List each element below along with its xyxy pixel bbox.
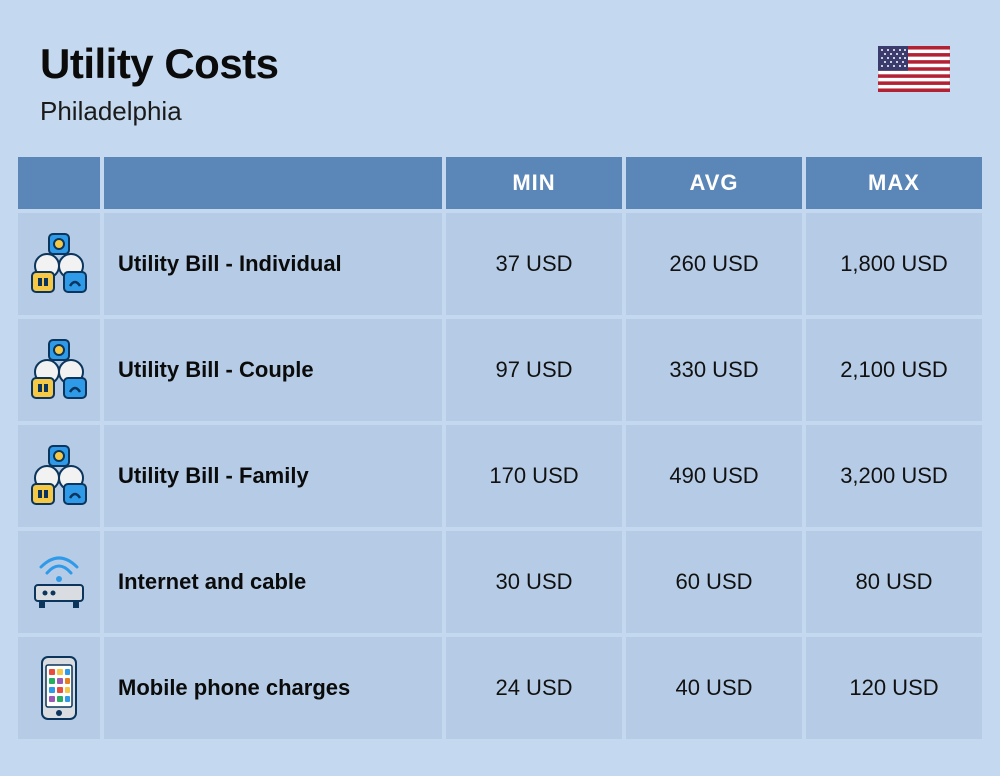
table-row: Mobile phone charges 24 USD 40 USD 120 U… (18, 637, 982, 739)
row-max-cell: 80 USD (806, 531, 982, 633)
row-min: 30 USD (495, 569, 572, 595)
row-icon-cell (18, 637, 100, 739)
row-avg: 490 USD (669, 463, 758, 489)
row-min-cell: 24 USD (446, 637, 622, 739)
row-icon-cell (18, 425, 100, 527)
row-avg-cell: 260 USD (626, 213, 802, 315)
row-avg: 60 USD (675, 569, 752, 595)
table-row: Utility Bill - Family 170 USD 490 USD 3,… (18, 425, 982, 527)
row-avg: 330 USD (669, 357, 758, 383)
row-avg-cell: 490 USD (626, 425, 802, 527)
row-icon-cell (18, 319, 100, 421)
row-label-cell: Utility Bill - Family (104, 425, 442, 527)
header: Utility Costs Philadelphia (0, 0, 1000, 157)
page-subtitle: Philadelphia (40, 96, 279, 127)
row-avg-cell: 60 USD (626, 531, 802, 633)
utility-icon (18, 319, 100, 421)
row-min: 37 USD (495, 251, 572, 277)
row-avg: 40 USD (675, 675, 752, 701)
row-label: Utility Bill - Individual (104, 251, 342, 277)
row-min: 97 USD (495, 357, 572, 383)
row-label-cell: Utility Bill - Couple (104, 319, 442, 421)
col-header-avg: AVG (626, 157, 802, 209)
utility-icon (18, 425, 100, 527)
col-header-min: MIN (446, 157, 622, 209)
router-icon (18, 531, 100, 633)
table-row: Utility Bill - Couple 97 USD 330 USD 2,1… (18, 319, 982, 421)
row-icon-cell (18, 531, 100, 633)
row-label-cell: Internet and cable (104, 531, 442, 633)
row-max-cell: 1,800 USD (806, 213, 982, 315)
utility-icon (18, 213, 100, 315)
header-blank-label (104, 157, 442, 209)
us-flag-icon (878, 46, 950, 97)
row-max-cell: 3,200 USD (806, 425, 982, 527)
row-label: Mobile phone charges (104, 675, 350, 701)
header-left: Utility Costs Philadelphia (40, 40, 279, 127)
row-max-cell: 2,100 USD (806, 319, 982, 421)
row-max: 3,200 USD (840, 463, 948, 489)
row-min: 170 USD (489, 463, 578, 489)
row-min-cell: 97 USD (446, 319, 622, 421)
row-max-cell: 120 USD (806, 637, 982, 739)
row-label: Internet and cable (104, 569, 306, 595)
row-min: 24 USD (495, 675, 572, 701)
page-title: Utility Costs (40, 40, 279, 88)
row-min-cell: 37 USD (446, 213, 622, 315)
row-avg-cell: 330 USD (626, 319, 802, 421)
row-max: 120 USD (849, 675, 938, 701)
row-label-cell: Mobile phone charges (104, 637, 442, 739)
header-blank-icon (18, 157, 100, 209)
cost-table: MIN AVG MAX (0, 157, 1000, 739)
row-label: Utility Bill - Family (104, 463, 309, 489)
table-row: Utility Bill - Individual 37 USD 260 USD… (18, 213, 982, 315)
row-avg: 260 USD (669, 251, 758, 277)
col-header-max: MAX (806, 157, 982, 209)
row-min-cell: 170 USD (446, 425, 622, 527)
phone-icon (18, 637, 100, 739)
row-min-cell: 30 USD (446, 531, 622, 633)
row-label-cell: Utility Bill - Individual (104, 213, 442, 315)
table-header-row: MIN AVG MAX (18, 157, 982, 209)
page: Utility Costs Philadelphia (0, 0, 1000, 776)
row-max: 1,800 USD (840, 251, 948, 277)
row-max: 80 USD (855, 569, 932, 595)
row-label: Utility Bill - Couple (104, 357, 314, 383)
table-row: Internet and cable 30 USD 60 USD 80 USD (18, 531, 982, 633)
row-avg-cell: 40 USD (626, 637, 802, 739)
row-max: 2,100 USD (840, 357, 948, 383)
row-icon-cell (18, 213, 100, 315)
